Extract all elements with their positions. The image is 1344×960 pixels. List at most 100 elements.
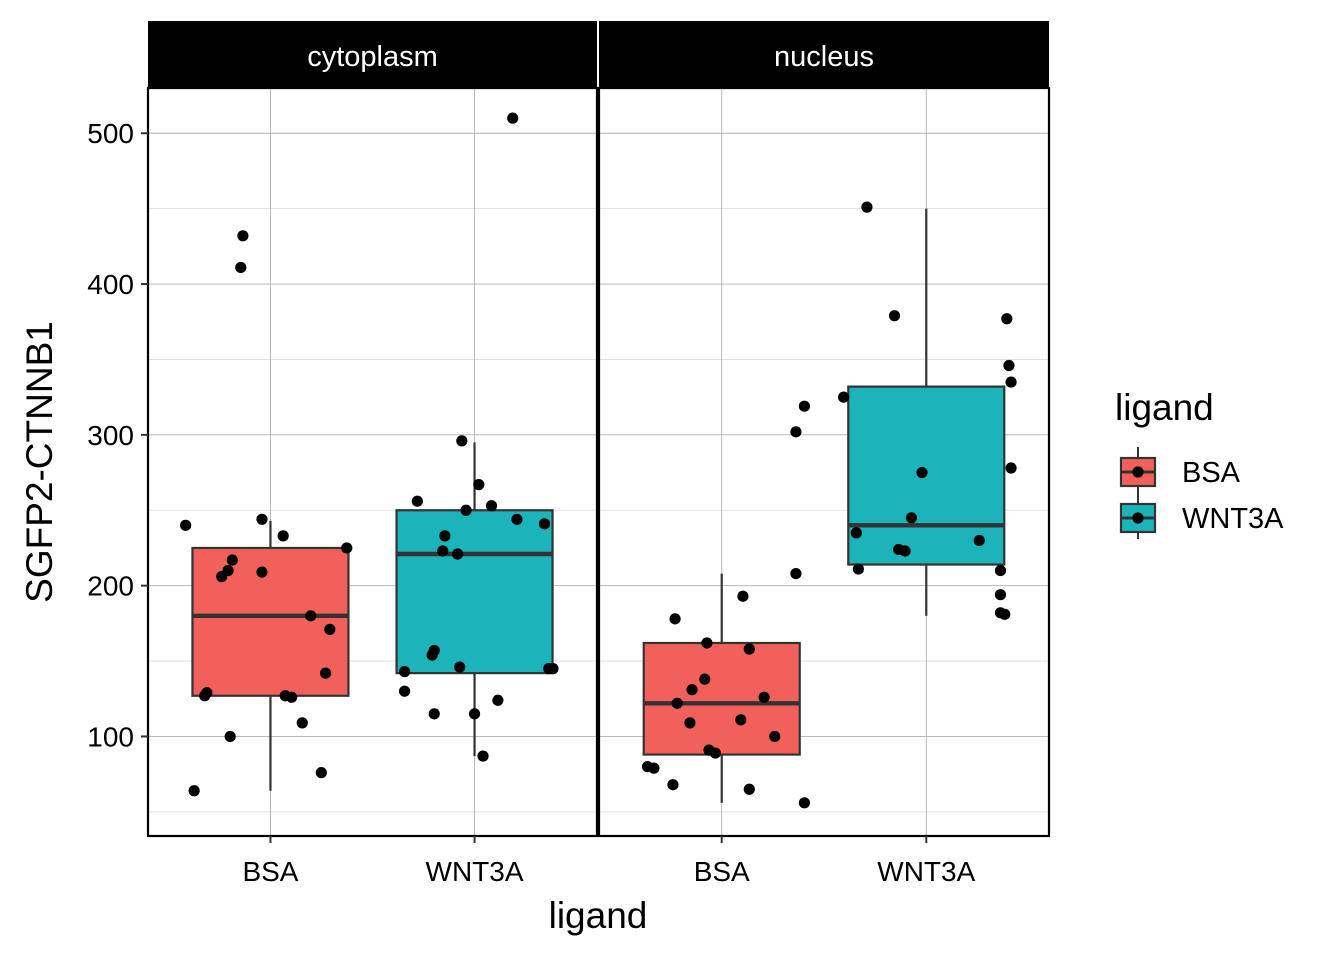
- data-point: [315, 767, 327, 779]
- data-point: [790, 426, 802, 438]
- data-point: [994, 589, 1007, 601]
- data-point: [798, 400, 811, 412]
- box-iqr: [395, 509, 554, 675]
- legend-entry-WNT3A: WNT3A: [1119, 493, 1284, 539]
- data-point: [439, 530, 451, 542]
- data-point: [286, 691, 298, 703]
- data-point: [850, 527, 862, 539]
- data-point: [758, 691, 770, 703]
- data-point: [222, 564, 234, 577]
- data-point: [743, 783, 755, 795]
- x-axis-title: ligand: [549, 895, 648, 936]
- data-point: [899, 545, 911, 557]
- y-tick-label: 400: [87, 269, 134, 300]
- data-point: [201, 687, 213, 699]
- data-point: [686, 684, 698, 696]
- data-point: [669, 613, 681, 625]
- panel-cytoplasm: cytoplasm: [148, 21, 597, 836]
- y-tick-label: 500: [87, 118, 134, 149]
- legend-entry-BSA: BSA: [1119, 447, 1241, 493]
- data-point: [905, 512, 918, 524]
- data-point: [709, 747, 721, 759]
- legend-key-point: [1132, 466, 1144, 478]
- data-point: [769, 730, 781, 743]
- data-point: [319, 667, 332, 679]
- data-point: [451, 548, 464, 560]
- y-tick-label: 300: [87, 420, 134, 451]
- facet-strip-nucleus: [599, 21, 1049, 88]
- data-point: [296, 717, 308, 729]
- facet-strip-label-nucleus: nucleus: [774, 41, 874, 73]
- x-tick-label: BSA: [694, 856, 750, 887]
- data-point: [341, 542, 353, 554]
- data-point: [671, 697, 683, 709]
- data-point: [667, 779, 679, 791]
- data-point: [398, 685, 411, 697]
- data-point: [398, 666, 411, 678]
- data-point: [798, 797, 811, 809]
- data-point: [235, 261, 247, 274]
- data-point: [428, 644, 440, 657]
- data-point: [852, 563, 865, 575]
- data-point: [916, 466, 928, 479]
- data-point: [324, 623, 336, 635]
- data-point: [256, 566, 268, 578]
- data-point: [684, 717, 696, 729]
- data-point: [735, 714, 747, 726]
- data-point: [1005, 462, 1017, 474]
- legend-entry-label: BSA: [1182, 457, 1241, 489]
- data-point: [861, 201, 873, 213]
- panel-border: [597, 86, 1051, 838]
- data-point: [473, 479, 485, 491]
- facet-strip-label-cytoplasm: cytoplasm: [307, 41, 438, 73]
- data-point: [428, 708, 440, 720]
- data-point: [224, 730, 236, 743]
- data-point: [999, 608, 1011, 620]
- x-tick-label: WNT3A: [426, 856, 524, 887]
- data-point: [485, 500, 498, 512]
- data-point: [994, 564, 1007, 577]
- data-point: [237, 230, 249, 242]
- data-point: [437, 545, 449, 557]
- data-point: [538, 518, 551, 530]
- data-point: [180, 519, 192, 531]
- data-point: [701, 637, 713, 649]
- data-point: [547, 663, 559, 675]
- panel-background: [148, 88, 597, 836]
- data-point: [973, 534, 985, 547]
- y-axis-title: SGFP2-CTNNB1: [19, 321, 60, 603]
- data-point: [737, 590, 749, 602]
- data-point: [699, 673, 711, 685]
- data-point: [648, 762, 660, 774]
- data-point: [1005, 376, 1017, 388]
- data-point: [256, 513, 268, 525]
- data-point: [743, 643, 755, 655]
- data-point: [888, 310, 901, 322]
- legend-entry-label: WNT3A: [1182, 503, 1284, 535]
- data-point: [1001, 313, 1013, 325]
- data-point: [511, 513, 523, 525]
- y-tick-label: 100: [87, 721, 134, 752]
- panel-border: [146, 86, 599, 838]
- data-point: [492, 694, 504, 706]
- data-point: [507, 112, 519, 124]
- facet-strip-cytoplasm: [148, 21, 597, 88]
- data-point: [454, 661, 466, 673]
- data-point: [456, 435, 468, 447]
- data-point: [468, 708, 481, 720]
- legend-title: ligand: [1115, 387, 1214, 428]
- data-point: [305, 610, 317, 622]
- y-tick-label: 200: [87, 571, 134, 602]
- x-tick-label: WNT3A: [877, 856, 975, 887]
- box-cytoplasm-WNT3A: [395, 442, 554, 757]
- data-point: [1003, 359, 1015, 372]
- data-point: [790, 567, 802, 580]
- data-point: [226, 554, 238, 566]
- x-tick-label: BSA: [242, 856, 298, 887]
- data-point: [188, 785, 200, 797]
- legend: ligand BSA WNT3A: [1115, 387, 1284, 539]
- legend-key-point: [1132, 512, 1144, 524]
- data-point: [411, 495, 423, 507]
- data-point: [477, 750, 489, 762]
